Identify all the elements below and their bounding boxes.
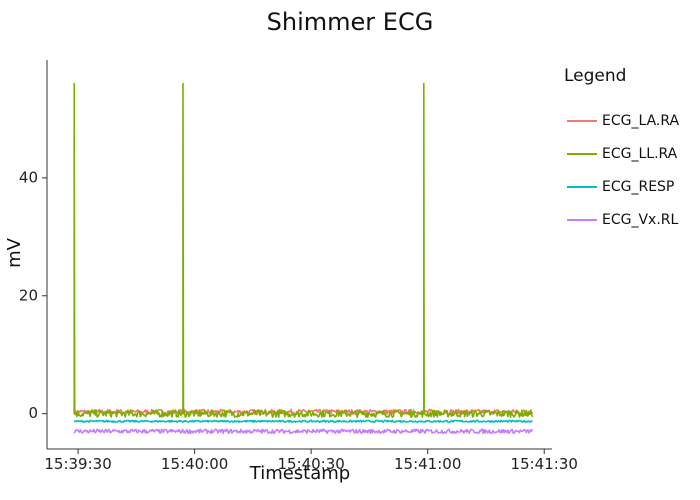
y-axis-ticks: 0 20 40 bbox=[19, 168, 47, 422]
legend: Legend ECG_LA.RA ECG_LL.RA ECG_RESP ECG_Vx.… bbox=[564, 66, 680, 228]
y-tick-label: 20 bbox=[19, 286, 38, 304]
legend-title: Legend bbox=[564, 66, 626, 86]
series-layer bbox=[73, 82, 534, 435]
legend-label: ECG_LL.RA bbox=[602, 146, 678, 162]
x-tick-label: 15:39:30 bbox=[44, 455, 111, 473]
legend-items: ECG_LA.RA ECG_LL.RA ECG_RESP ECG_Vx.RL bbox=[567, 113, 680, 228]
legend-label: ECG_Vx.RL bbox=[602, 212, 679, 228]
legend-label: ECG_LA.RA bbox=[602, 113, 680, 129]
x-axis-title: Timestamp bbox=[249, 463, 350, 484]
series-line-ecg-vx-rl bbox=[73, 428, 534, 435]
x-tick-label: 15:40:00 bbox=[161, 455, 228, 473]
y-tick-label: 0 bbox=[28, 404, 38, 422]
legend-label: ECG_RESP bbox=[602, 179, 674, 195]
legend-item[interactable]: ECG_Vx.RL bbox=[567, 212, 679, 228]
x-axis-ticks: 15:39:30 15:40:00 15:40:30 15:41:00 15:41:30 bbox=[44, 449, 578, 473]
legend-item[interactable]: ECG_LA.RA bbox=[567, 113, 680, 129]
legend-item[interactable]: ECG_RESP bbox=[567, 179, 674, 195]
chart-title: Shimmer ECG bbox=[267, 8, 434, 36]
x-tick-label: 15:40:30 bbox=[277, 455, 344, 473]
x-tick-label: 15:41:30 bbox=[511, 455, 578, 473]
legend-item[interactable]: ECG_LL.RA bbox=[567, 146, 678, 162]
series-line-ecg-resp bbox=[73, 419, 533, 423]
y-tick-label: 40 bbox=[19, 168, 38, 186]
series-line-ecg-ll-ra bbox=[73, 82, 534, 418]
y-axis-title: mV bbox=[4, 237, 25, 268]
x-tick-label: 15:41:00 bbox=[394, 455, 461, 473]
